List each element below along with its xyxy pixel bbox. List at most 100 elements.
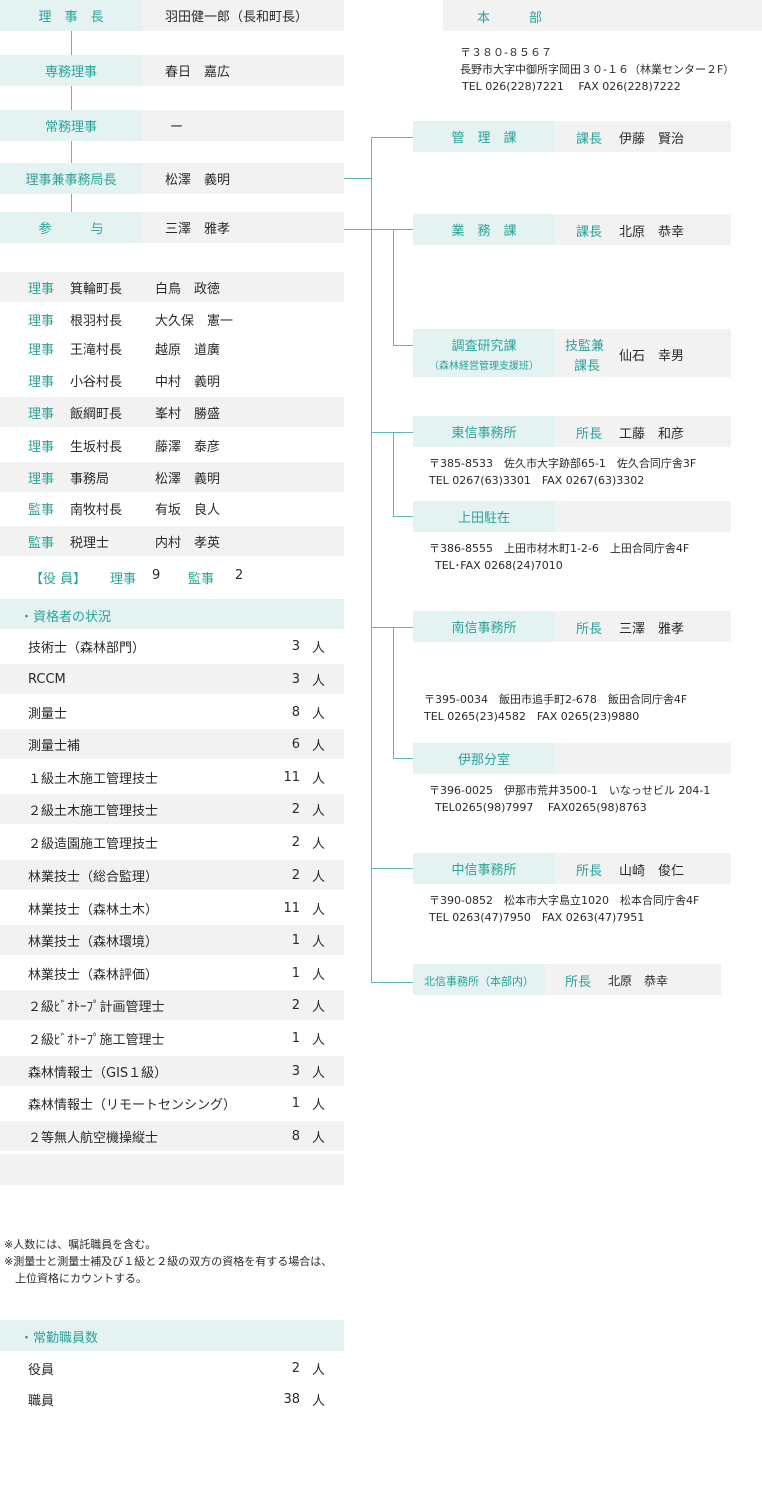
unit-ina: 伊那分室	[413, 743, 731, 774]
unit-label: 調査研究課	[451, 339, 517, 354]
connector-line	[71, 86, 72, 110]
qualification-unit: 人	[312, 836, 326, 852]
connector-line	[393, 758, 413, 759]
qualification-row: ２級土木施工管理技士 2 人	[0, 794, 344, 824]
qualification-name: ２級ﾋﾞｵﾄｰﾌﾟ施工管理士	[28, 1032, 165, 1048]
unit-label: 北信事務所（本部内）	[424, 975, 534, 988]
tel-line: TEL0265(98)7997 FAX0265(98)8763	[435, 801, 647, 814]
exec-row-senior-director: 専務理事 春日 嘉広	[0, 55, 344, 86]
exec-row-secretary-general: 理事兼事務局長 松澤 義明	[0, 163, 344, 194]
exec-name: 三澤 雅孝	[165, 222, 231, 237]
officers-label: 【役 員】	[30, 572, 87, 587]
exec-title: 常務理事	[44, 120, 97, 135]
unit-kanri: 管 理 課 課長 伊藤 賢治	[413, 121, 731, 152]
director-name: 峯村 勝盛	[155, 406, 221, 422]
director-role: 理事	[28, 439, 55, 455]
qualification-name: 林業技士（森林環境）	[28, 934, 159, 950]
qualification-count: 1	[291, 1030, 300, 1046]
exec-name: 羽田健一郎（長和町長）	[165, 10, 309, 25]
hq-address: 長野市大字中御所字岡田３０-１６（林業センター２F）	[460, 63, 735, 76]
address-line: 〒385-8533 佐久市大字跡部65-1 佐久合同庁舎3F	[429, 457, 697, 470]
qualification-unit: 人	[312, 902, 326, 918]
ina-address: 〒396-0025 伊那市荒井3500-1 いなっせビル 204-1 TEL02…	[429, 782, 749, 816]
exec-title: 参 与	[38, 222, 104, 237]
qualification-name: 森林情報士（リモートセンシング）	[28, 1097, 237, 1113]
exec-title: 専務理事	[44, 65, 97, 80]
qualification-unit: 人	[312, 738, 326, 754]
qualification-row: ２級造園施工管理技士 2 人	[0, 827, 344, 857]
unit-role: 所長	[576, 864, 603, 879]
connector-line	[71, 194, 72, 212]
unit-label: 業 務 課	[413, 214, 555, 245]
exec-row-managing-director: 常務理事 ー	[0, 110, 344, 141]
qualification-name: 測量士補	[28, 738, 81, 754]
qualification-name: ２等無人航空機操縦士	[28, 1130, 159, 1146]
connector-line	[71, 141, 72, 163]
qualification-unit: 人	[312, 1065, 326, 1081]
qualification-row: １級土木施工管理技士 11 人	[0, 762, 344, 792]
director-org: 小谷村長	[70, 374, 123, 390]
connector-line	[71, 31, 72, 55]
qualification-count: 11	[283, 900, 300, 916]
qualification-row: 測量士補 6 人	[0, 729, 344, 759]
qualification-count: 6	[291, 736, 300, 752]
connector-line	[344, 178, 372, 179]
qualification-row: RCCM 3 人	[0, 664, 344, 694]
director-org: 南牧村長	[70, 502, 123, 518]
director-org: 根羽村長	[70, 313, 123, 329]
qualification-count: 2	[291, 834, 300, 850]
director-row: 理事 箕輪町長 白鳥 政徳	[0, 272, 344, 302]
hq-tel: TEL 026(228)7221 FAX 026(228)7222	[462, 80, 681, 93]
director-org: 税理士	[70, 535, 110, 551]
unit-head: 工藤 和彦	[619, 427, 685, 442]
director-row: 監事 南牧村長 有坂 良人	[0, 493, 344, 523]
address-line: 〒395-0034 飯田市追手町2-678 飯田合同庁舎4F	[424, 693, 688, 706]
qualification-name: 技術士（森林部門）	[28, 640, 146, 656]
connector-line	[371, 982, 413, 983]
kanji-count: 2	[235, 568, 244, 583]
qualification-row: 林業技士（森林土木） 11 人	[0, 893, 344, 923]
connector-line	[393, 345, 413, 346]
director-name: 大久保 憲一	[155, 313, 234, 329]
exec-name: 春日 嘉広	[165, 65, 231, 80]
connector-line	[393, 229, 394, 345]
connector-line	[371, 137, 372, 983]
unit-role: 課長	[576, 225, 603, 240]
staff-heading: ・常勤職員数	[20, 1331, 99, 1346]
director-name: 越原 道廣	[155, 342, 221, 358]
qualification-name: 測量士	[28, 706, 68, 722]
director-role: 理事	[28, 342, 55, 358]
qualification-name: 林業技士（森林評価）	[28, 967, 159, 983]
exec-title: 理 事 長	[38, 10, 104, 25]
toshin-address: 〒385-8533 佐久市大字跡部65-1 佐久合同庁舎3F TEL 0267(…	[429, 455, 749, 489]
qualification-unit: 人	[312, 771, 326, 787]
tel-line: TEL 0265(23)4582 FAX 0265(23)9880	[424, 710, 640, 723]
staff-unit: 人	[312, 1362, 326, 1378]
qualification-unit: 人	[312, 869, 326, 885]
qualification-count: 2	[291, 867, 300, 883]
director-name: 藤澤 泰彦	[155, 439, 221, 455]
unit-head: 三澤 雅孝	[619, 622, 685, 637]
address-line: 〒390-0852 松本市大字島立1020 松本合同庁舎4F	[429, 894, 700, 907]
director-name: 有坂 良人	[155, 502, 221, 518]
staff-count: 2	[291, 1360, 300, 1376]
unit-label: 中信事務所	[413, 853, 555, 884]
unit-label: 東信事務所	[413, 416, 555, 447]
qualification-unit: 人	[312, 1032, 326, 1048]
qualification-unit: 人	[312, 673, 326, 689]
connector-line	[344, 229, 413, 230]
qualification-count: 2	[291, 997, 300, 1013]
staff-unit: 人	[312, 1393, 326, 1409]
address-line: 〒386-8555 上田市材木町1-2-6 上田合同庁舎4F	[429, 542, 690, 555]
director-org: 事務局	[70, 471, 110, 487]
qualification-unit: 人	[312, 967, 326, 983]
unit-role: 所長	[576, 622, 603, 637]
exec-row-chairman: 理 事 長 羽田健一郎（長和町長）	[0, 0, 344, 31]
director-name: 白鳥 政徳	[155, 281, 221, 297]
director-org: 箕輪町長	[70, 281, 123, 297]
tel-line: TEL 0267(63)3301 FAX 0267(63)3302	[429, 474, 645, 487]
unit-chushin: 中信事務所 所長 山崎 俊仁	[413, 853, 731, 884]
qualification-count: 3	[291, 1063, 300, 1079]
qualification-count: 2	[291, 801, 300, 817]
qualification-row: 林業技士（森林評価） 1 人	[0, 958, 344, 988]
